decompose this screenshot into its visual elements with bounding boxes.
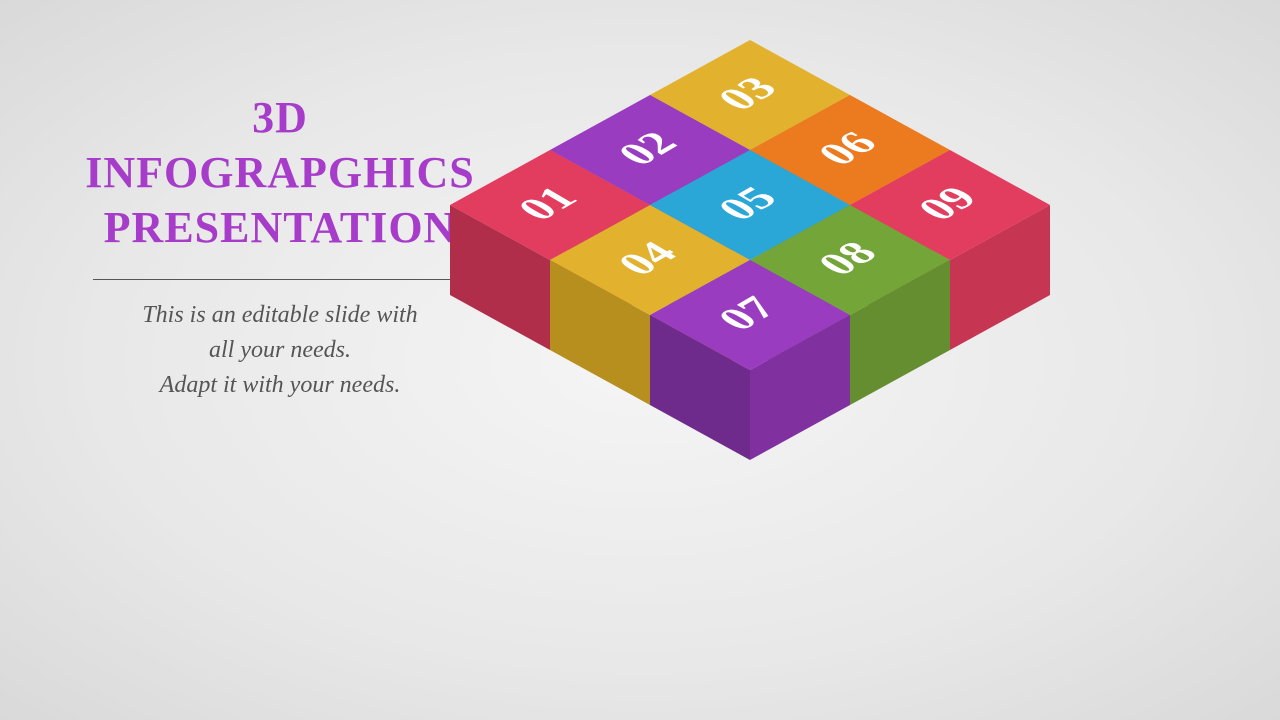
cube-07: 07 — [650, 260, 850, 460]
subtitle-line-2: all your needs. — [209, 337, 351, 363]
text-block: 3D INFOGRAPGHICS PRESENTATION This is an… — [60, 90, 500, 402]
title-line-3: PRESENTATION — [104, 203, 457, 252]
subtitle-line-1: This is an editable slide with — [142, 302, 417, 328]
subtitle-line-3: Adapt it with your needs. — [160, 372, 401, 398]
cubes-stage: 030206010509040807 — [470, 70, 1270, 670]
title-line-2: INFOGRAPGHICS — [85, 148, 474, 197]
divider — [93, 279, 467, 280]
subtitle: This is an editable slide with all your … — [60, 298, 500, 402]
title-line-1: 3D — [252, 93, 308, 142]
title: 3D INFOGRAPGHICS PRESENTATION — [60, 90, 500, 255]
slide: 3D INFOGRAPGHICS PRESENTATION This is an… — [0, 0, 1280, 720]
